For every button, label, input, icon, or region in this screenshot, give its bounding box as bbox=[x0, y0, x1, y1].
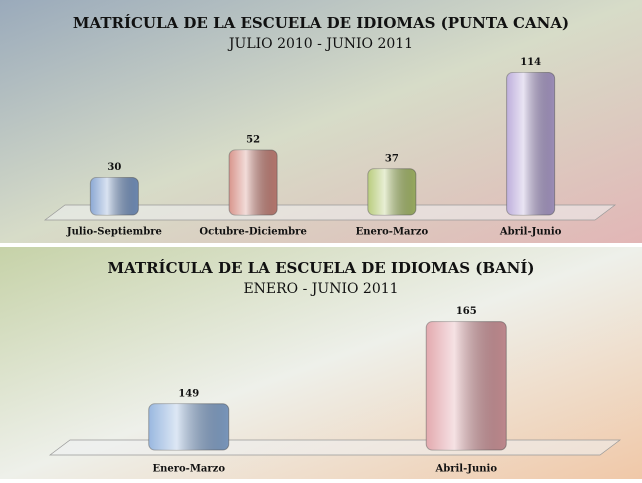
chart-subtitle: JULIO 2010 - JUNIO 2011 bbox=[227, 36, 413, 52]
value-label: 165 bbox=[456, 306, 477, 317]
bar-shine bbox=[367, 168, 416, 215]
category-label: Octubre-Diciembre bbox=[199, 227, 306, 238]
category-label: Abril-Junio bbox=[499, 227, 562, 238]
bar-shine bbox=[506, 72, 555, 215]
bar-shine bbox=[426, 321, 507, 450]
category-label: Abril-Junio bbox=[434, 464, 497, 475]
category-label: Enero-Marzo bbox=[356, 227, 429, 238]
value-label: 52 bbox=[246, 135, 260, 146]
chart-title: MATRÍCULA DE LA ESCUELA DE IDIOMAS (PUNT… bbox=[73, 14, 569, 32]
chart-subtitle: ENERO - JUNIO 2011 bbox=[243, 281, 398, 297]
floor bbox=[48, 439, 622, 456]
value-label: 149 bbox=[178, 388, 199, 399]
category-label: Julio-Septiembre bbox=[66, 227, 162, 238]
value-label: 37 bbox=[385, 153, 399, 164]
bar-shine bbox=[90, 177, 139, 215]
category-label: Enero-Marzo bbox=[152, 464, 225, 475]
chart-title: MATRÍCULA DE LA ESCUELA DE IDIOMAS (BANÍ… bbox=[108, 259, 535, 277]
value-label: 114 bbox=[520, 57, 541, 68]
bar-shine bbox=[229, 150, 278, 215]
value-label: 30 bbox=[107, 162, 121, 173]
floor bbox=[43, 204, 617, 221]
bar-shine bbox=[148, 403, 229, 450]
